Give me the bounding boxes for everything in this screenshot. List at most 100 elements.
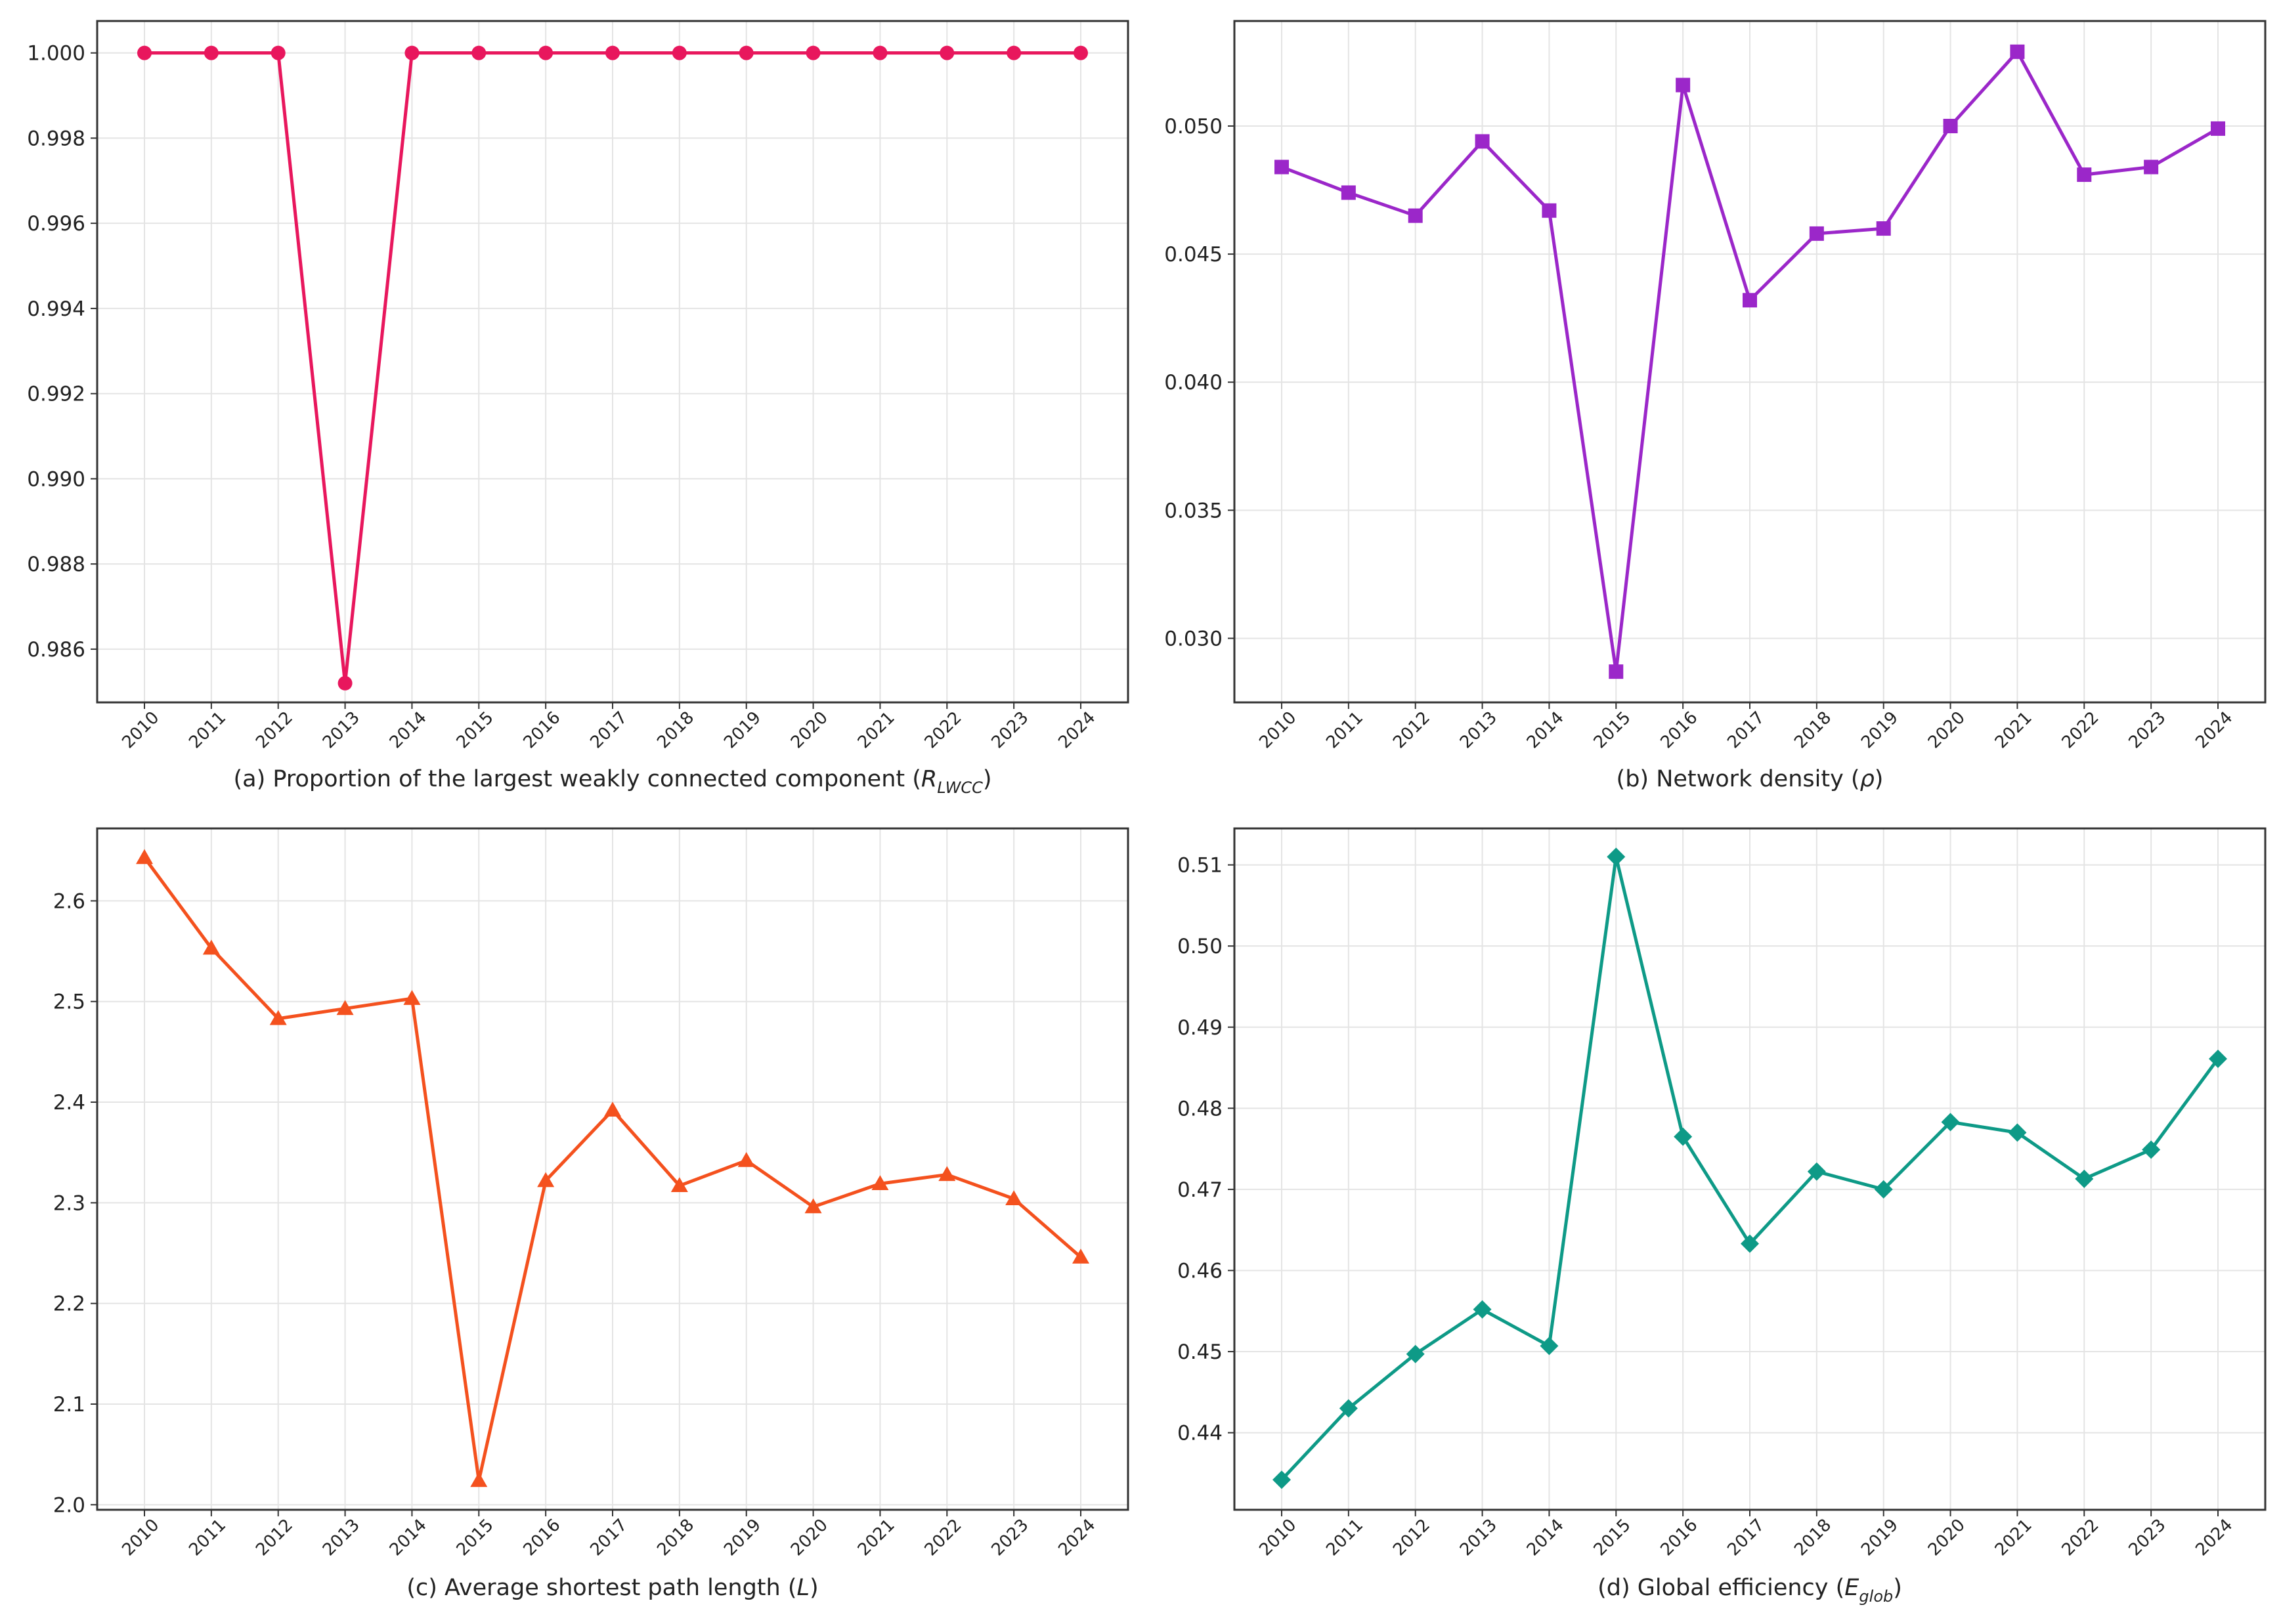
x-tick-label: 2018: [653, 708, 698, 752]
y-tick-label: 0.50: [1177, 935, 1223, 958]
data-point: [1406, 1344, 1425, 1363]
x-tick-label: 2013: [1456, 1515, 1501, 1560]
x-tick-label: 2019: [1857, 1515, 1902, 1560]
caption-symbol: ρ: [1860, 766, 1875, 792]
x-tick-label: 2023: [988, 708, 1032, 752]
data-point: [2010, 44, 2025, 59]
x-tick-label: 2011: [1322, 1515, 1367, 1560]
y-tick-label: 0.998: [27, 127, 85, 150]
data-point: [403, 990, 421, 1005]
y-tick-label: 0.990: [27, 467, 85, 491]
x-tick-label: 2010: [1255, 1515, 1300, 1560]
data-point: [938, 1166, 956, 1182]
data-point: [1540, 1336, 1559, 1356]
data-point: [1072, 1249, 1089, 1264]
y-tick-label: 2.1: [53, 1393, 85, 1417]
data-point: [1674, 1127, 1693, 1146]
x-tick-label: 2016: [1657, 708, 1701, 752]
data-point: [1542, 203, 1557, 218]
caption-prefix: (d) Global efficiency (: [1597, 1575, 1844, 1601]
data-point: [1274, 160, 1289, 175]
y-tick-label: 2.0: [53, 1493, 85, 1517]
x-tick-label: 2019: [1857, 708, 1902, 752]
y-tick-label: 2.2: [53, 1293, 85, 1316]
x-tick-label: 2015: [1590, 708, 1635, 752]
data-point: [2144, 160, 2159, 175]
x-tick-label: 2010: [118, 1515, 163, 1560]
caption-symbol: L: [796, 1575, 810, 1601]
x-tick-label: 2013: [319, 708, 364, 752]
x-tick-label: 2011: [1322, 708, 1367, 752]
data-point: [136, 849, 153, 865]
data-point: [2209, 1049, 2227, 1068]
x-tick-label: 2014: [386, 708, 431, 752]
x-tick-label: 2021: [1991, 708, 2036, 752]
caption-symbol: R: [921, 766, 937, 792]
y-tick-label: 0.49: [1177, 1016, 1223, 1040]
x-tick-label: 2021: [854, 1515, 899, 1560]
y-tick-label: 0.47: [1177, 1178, 1223, 1202]
x-tick-label: 2016: [1657, 1515, 1701, 1560]
data-point: [1676, 77, 1691, 93]
x-tick-label: 2023: [988, 1515, 1032, 1560]
y-tick-label: 0.44: [1177, 1422, 1223, 1445]
data-point: [1408, 208, 1423, 223]
data-point: [670, 1177, 688, 1193]
data-point: [470, 1472, 488, 1487]
caption-subscript: glob: [1859, 1587, 1893, 1606]
subplot-caption: (a) Proportion of the largest weakly con…: [233, 766, 991, 797]
data-point: [538, 45, 554, 60]
data-point: [337, 675, 353, 691]
x-tick-label: 2014: [1523, 1515, 1568, 1560]
data-point: [1272, 1470, 1291, 1489]
x-tick-label: 2010: [118, 708, 163, 752]
x-tick-label: 2015: [453, 1515, 498, 1560]
x-tick-label: 2010: [1255, 708, 1300, 752]
axes-frame: [96, 20, 1129, 704]
y-tick-label: 1.000: [27, 42, 85, 66]
x-tick-label: 2020: [787, 708, 832, 752]
x-tick-label: 2020: [1924, 708, 1969, 752]
data-point: [137, 45, 152, 60]
caption-prefix: (a) Proportion of the largest weakly con…: [233, 766, 921, 792]
x-tick-label: 2011: [185, 1515, 230, 1560]
x-tick-label: 2017: [1724, 708, 1768, 752]
data-point: [271, 45, 286, 60]
x-tick-label: 2011: [185, 708, 230, 752]
x-tick-label: 2013: [1456, 708, 1501, 752]
x-tick-label: 2017: [1724, 1515, 1768, 1560]
y-tick-label: 0.996: [27, 212, 85, 236]
x-tick-label: 2017: [586, 1515, 631, 1560]
x-tick-label: 2012: [1389, 708, 1434, 752]
y-tick-label: 2.6: [53, 889, 85, 913]
x-tick-label: 2012: [1389, 1515, 1434, 1560]
y-tick-label: 0.992: [27, 383, 85, 406]
x-tick-label: 2024: [1054, 708, 1099, 752]
caption-prefix: (c) Average shortest path length (: [406, 1575, 796, 1601]
data-point: [336, 1000, 354, 1015]
y-tick-label: 0.986: [27, 638, 85, 662]
data-point: [1743, 293, 1757, 308]
data-point: [2008, 1123, 2027, 1142]
data-point: [1007, 45, 1022, 60]
data-point: [806, 45, 821, 60]
data-point: [404, 45, 420, 60]
data-point: [1341, 185, 1356, 200]
data-point: [2211, 121, 2225, 136]
caption-suffix: ): [1875, 766, 1884, 792]
data-point: [1807, 1162, 1826, 1181]
data-point: [940, 45, 955, 60]
caption-prefix: (b) Network density (: [1617, 766, 1860, 792]
x-tick-label: 2022: [2058, 1515, 2103, 1560]
x-tick-label: 2012: [252, 1515, 297, 1560]
x-tick-label: 2016: [519, 708, 564, 752]
data-point: [1475, 134, 1490, 149]
axes-frame: [1233, 20, 2267, 704]
x-tick-label: 2021: [1991, 1515, 2036, 1560]
caption-symbol: E: [1844, 1575, 1859, 1601]
data-point: [2077, 167, 2092, 182]
y-tick-label: 0.48: [1177, 1097, 1223, 1121]
data-point: [2075, 1169, 2094, 1188]
x-tick-label: 2014: [386, 1515, 431, 1560]
data-point: [1809, 226, 1824, 241]
